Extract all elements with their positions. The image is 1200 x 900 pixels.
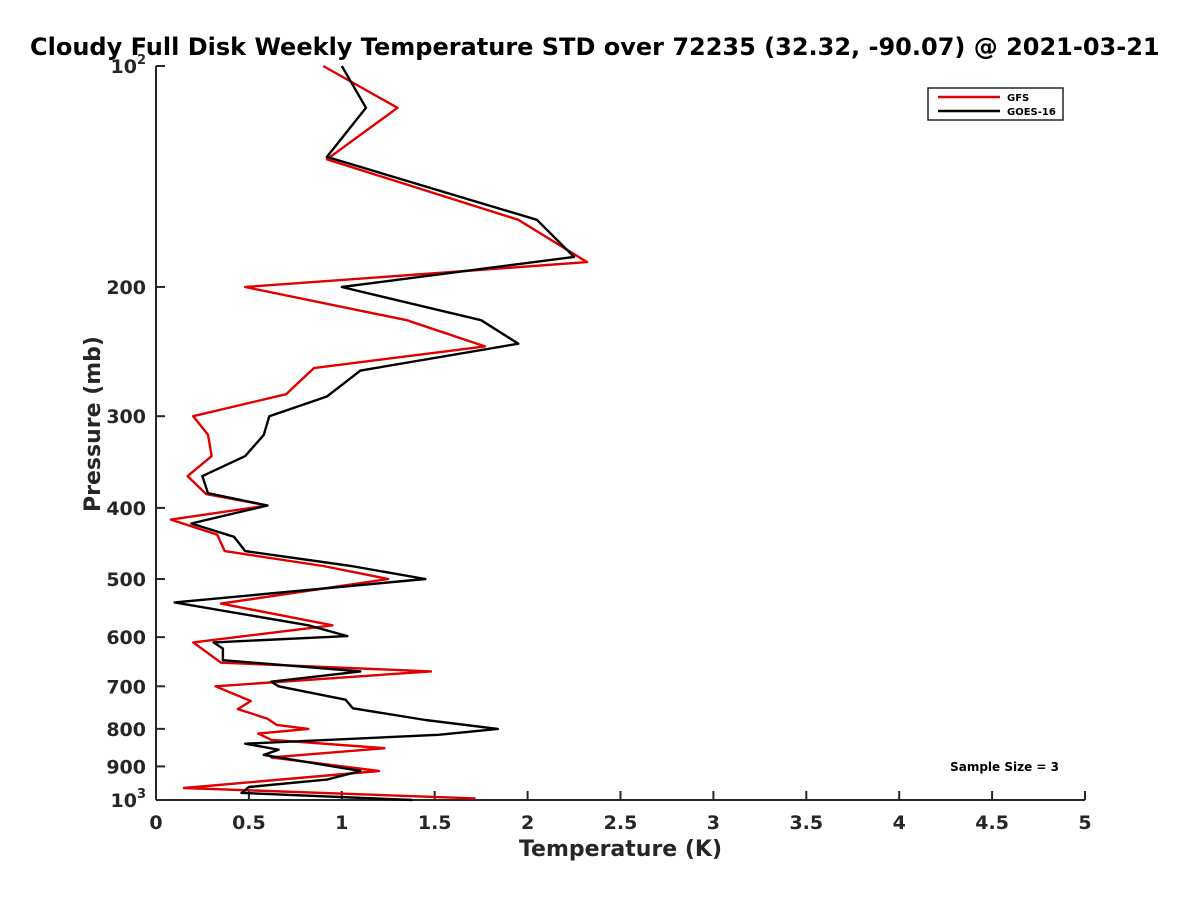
y-tick-label: 103 <box>111 787 147 812</box>
y-tick-label: 300 <box>106 406 146 428</box>
y-tick-label: 400 <box>106 498 146 520</box>
x-tick-label: 0.5 <box>232 812 266 834</box>
y-tick-label: 700 <box>106 676 146 698</box>
x-tick-label: 4 <box>893 812 906 834</box>
y-tick-label: 800 <box>106 719 146 741</box>
x-tick-label: 4.5 <box>975 812 1009 834</box>
y-tick-label: 600 <box>106 627 146 649</box>
y-axis-ticks: 102 200 300 400 500 600 700 800 900 103 <box>106 53 165 812</box>
x-tick-label: 5 <box>1078 812 1091 834</box>
legend-label: GFS <box>1007 93 1029 104</box>
x-tick-label: 2.5 <box>604 812 638 834</box>
x-tick-label: 1 <box>335 812 348 834</box>
legend: GFS GOES-16 <box>927 87 1064 121</box>
chart-title: Cloudy Full Disk Weekly Temperature STD … <box>30 33 1160 61</box>
series-line-gfs <box>169 64 589 800</box>
x-tick-label: 3 <box>707 812 720 834</box>
x-tick-label: 2 <box>521 812 534 834</box>
legend-box <box>927 87 1064 121</box>
y-axis-label: Pressure (mb) <box>81 336 106 512</box>
x-axis-label: Temperature (K) <box>519 837 722 862</box>
series-layer <box>169 64 589 802</box>
series-line-goes-16 <box>173 65 576 802</box>
x-tick-label: 3.5 <box>789 812 823 834</box>
x-tick-label: 1.5 <box>418 812 452 834</box>
sample-size-annotation: Sample Size = 3 <box>950 760 1059 774</box>
y-tick-label: 200 <box>106 277 146 299</box>
x-tick-label: 0 <box>149 812 162 834</box>
legend-label: GOES-16 <box>1007 107 1056 118</box>
y-tick-label: 900 <box>106 756 146 778</box>
y-tick-label: 500 <box>106 569 146 591</box>
y-tick-label: 102 <box>111 53 147 78</box>
x-axis-ticks: 0 0.5 1 1.5 2 2.5 3 3.5 4 4.5 5 <box>149 791 1092 834</box>
